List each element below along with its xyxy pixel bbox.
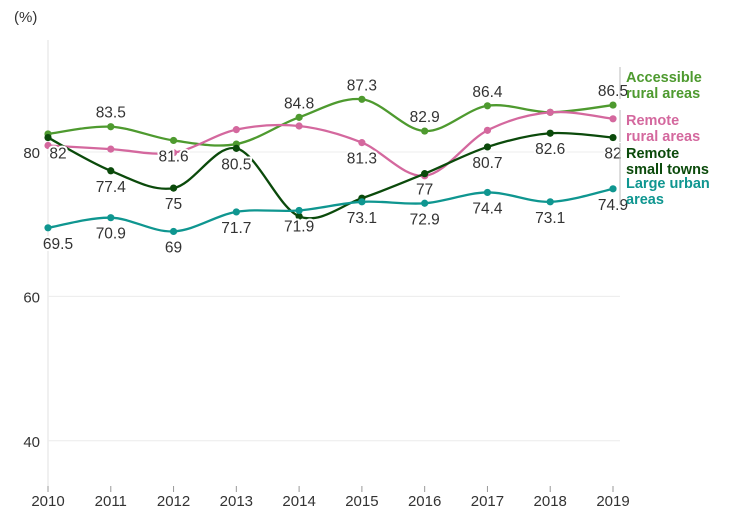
data-point [295,206,303,215]
x-tick-label: 2013 [220,493,253,510]
x-tick-label: 2015 [345,493,378,510]
data-point [546,108,554,116]
legend-label: small towns [626,162,709,178]
data-label: 75 [165,196,182,213]
data-label: 87.3 [347,77,377,94]
data-point [44,224,52,232]
data-label: 86.4 [472,84,503,101]
x-tick-label: 2014 [282,493,315,510]
data-label: 81.6 [158,148,188,165]
data-label: 74.4 [472,200,503,217]
data-point [358,95,366,103]
data-point [609,133,617,142]
legend-label: areas [626,192,664,208]
data-point [609,101,617,109]
data-label: 84.8 [284,95,314,112]
data-point [483,102,492,110]
data-point [107,123,115,131]
series-line-2 [47,131,614,220]
data-label: 83.5 [96,105,126,122]
data-point [358,198,366,206]
data-point [295,212,303,220]
data-label: 74.9 [598,197,628,214]
data-point [107,214,115,222]
data-label: 80.5 [221,156,251,173]
legend-label: Accessible [626,70,702,86]
data-point [107,167,115,175]
x-tick-label: 2011 [95,493,127,510]
data-point [169,136,178,145]
data-point [483,188,492,197]
legend-label: rural areas [626,86,700,102]
data-label: 80.7 [472,155,502,172]
data-point [546,198,554,206]
data-point [169,184,178,192]
series-line-0 [47,97,614,147]
data-point [295,113,303,121]
data-label: 77 [416,182,433,199]
data-label: 82 [49,146,66,163]
y-tick-label: 80 [23,145,40,162]
data-point [609,185,617,193]
legend-label: Large urban [626,176,710,192]
data-label: 86.5 [598,83,628,100]
data-point [169,149,178,157]
series-line-3 [47,187,614,233]
y-axis-unit-label: (%) [14,9,37,26]
data-label: 71.9 [284,218,314,235]
data-point [295,122,303,130]
series-line-1 [47,110,614,177]
data-point [107,145,115,153]
data-label: 73.1 [535,210,565,227]
data-point [421,170,429,178]
data-label: 73.1 [347,210,377,227]
data-label: 69.5 [43,236,73,253]
legend-label: Remote [626,146,679,162]
x-tick-label: 2016 [408,493,441,510]
data-point [483,143,492,151]
data-point [483,126,492,134]
y-tick-label: 60 [23,289,40,306]
x-tick-label: 2019 [596,493,629,510]
data-point [44,141,52,150]
x-tick-label: 2012 [157,493,190,510]
data-label: 70.9 [96,226,126,243]
y-tick-label: 40 [23,434,40,451]
data-point [609,115,617,123]
data-point [358,139,366,147]
data-label: 71.7 [221,220,251,237]
data-label: 82 [604,146,621,163]
data-label: 82.6 [535,141,565,158]
data-point [546,129,554,137]
legend-label: Remote [626,113,679,129]
data-label: 72.9 [410,211,440,228]
data-label: 77.4 [96,179,127,196]
x-tick-label: 2010 [31,493,64,510]
data-point [421,199,429,207]
data-point [232,126,240,134]
legend-label: rural areas [626,129,700,145]
data-point [232,208,240,216]
data-point [232,144,240,152]
data-label: 69 [165,239,182,256]
data-point [169,227,178,236]
x-tick-label: 2018 [534,493,567,510]
data-label: 81.3 [347,151,377,168]
x-tick-label: 2017 [471,493,504,510]
data-label: 82.9 [410,109,440,126]
data-point [44,133,52,142]
data-point [421,127,429,135]
